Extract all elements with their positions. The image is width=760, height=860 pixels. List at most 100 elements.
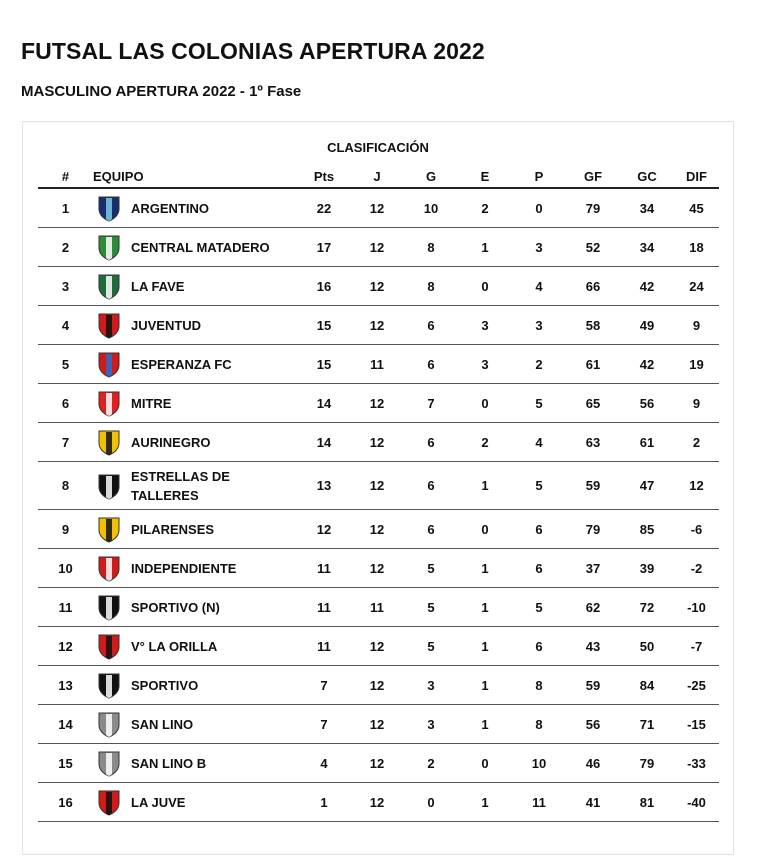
table-row: 2 CENTRAL MATADERO 17 12 8 1 3 52 34 18: [38, 227, 719, 267]
row-pts: 17: [298, 227, 350, 267]
row-j: 12: [350, 626, 404, 666]
row-dif: 24: [674, 266, 719, 306]
header-pos: #: [38, 165, 93, 189]
row-p: 3: [512, 227, 566, 267]
row-g: 3: [404, 665, 458, 705]
row-gf: 66: [566, 266, 620, 306]
row-e: 0: [458, 383, 512, 423]
row-pts: 15: [298, 305, 350, 345]
row-j: 12: [350, 509, 404, 549]
row-p: 8: [512, 665, 566, 705]
row-team-cell: SPORTIVO: [93, 665, 298, 705]
row-team-cell: ESTRELLAS DE TALLERES: [93, 461, 298, 510]
row-e: 1: [458, 461, 512, 510]
row-pts: 14: [298, 383, 350, 423]
team-name: AURINEGRO: [131, 434, 211, 450]
la-juve-crest-icon: [95, 788, 123, 816]
row-pts: 11: [298, 548, 350, 588]
row-g: 6: [404, 509, 458, 549]
team-name: PILARENSES: [131, 521, 215, 537]
row-gc: 39: [620, 548, 674, 588]
row-team-cell: SAN LINO B: [93, 743, 298, 783]
row-e: 1: [458, 587, 512, 627]
header-gf: GF: [566, 165, 620, 189]
row-gf: 58: [566, 305, 620, 345]
row-p: 4: [512, 422, 566, 462]
row-e: 3: [458, 344, 512, 384]
row-gf: 65: [566, 383, 620, 423]
row-gc: 56: [620, 383, 674, 423]
row-pts: 11: [298, 587, 350, 627]
table-row: 16 LA JUVE 1 12 0 1 11 41 81 -40: [38, 782, 719, 822]
row-g: 0: [404, 782, 458, 822]
table-row: 14 SAN LINO 7 12 3 1 8 56 71 -15: [38, 704, 719, 744]
row-e: 1: [458, 665, 512, 705]
central-matadero-crest-icon: [95, 233, 123, 261]
row-g: 6: [404, 344, 458, 384]
row-pts: 12: [298, 509, 350, 549]
row-team-cell: ARGENTINO: [93, 188, 298, 228]
team-name: SAN LINO B: [131, 755, 207, 771]
row-dif: 2: [674, 422, 719, 462]
standings-table: # EQUIPO Pts J G E P GF GC DIF 1 ARGENTIN…: [38, 165, 719, 822]
row-gc: 34: [620, 188, 674, 228]
row-gf: 79: [566, 188, 620, 228]
table-row: 13 SPORTIVO 7 12 3 1 8 59 84 -25: [38, 665, 719, 705]
row-j: 12: [350, 665, 404, 705]
san-lino-b-crest-icon: [95, 749, 123, 777]
row-g: 6: [404, 422, 458, 462]
header-pts: Pts: [298, 165, 350, 189]
table-row: 7 AURINEGRO 14 12 6 2 4 63 61 2: [38, 422, 719, 462]
row-dif: -15: [674, 704, 719, 744]
juventud-crest-icon: [95, 311, 123, 339]
team-name: SAN LINO: [131, 716, 194, 732]
row-p: 5: [512, 383, 566, 423]
row-e: 0: [458, 509, 512, 549]
row-gc: 81: [620, 782, 674, 822]
table-row: 11 SPORTIVO (N) 11 11 5 1 5 62 72 -10: [38, 587, 719, 627]
row-gf: 56: [566, 704, 620, 744]
row-e: 0: [458, 266, 512, 306]
row-e: 2: [458, 422, 512, 462]
row-gf: 37: [566, 548, 620, 588]
standings-card: CLASIFICACIÓN # EQUIPO Pts J G E P GF GC…: [22, 121, 734, 855]
pilarenses-crest-icon: [95, 515, 123, 543]
team-name: SPORTIVO: [131, 677, 199, 693]
row-j: 12: [350, 422, 404, 462]
san-lino-crest-icon: [95, 710, 123, 738]
row-dif: -25: [674, 665, 719, 705]
row-g: 6: [404, 461, 458, 510]
row-gc: 47: [620, 461, 674, 510]
row-position: 3: [38, 266, 93, 306]
esperanza-fc-crest-icon: [95, 350, 123, 378]
row-e: 1: [458, 227, 512, 267]
row-gc: 49: [620, 305, 674, 345]
row-team-cell: LA FAVE: [93, 266, 298, 306]
row-p: 11: [512, 782, 566, 822]
row-j: 12: [350, 266, 404, 306]
row-p: 2: [512, 344, 566, 384]
row-position: 15: [38, 743, 93, 783]
row-j: 11: [350, 344, 404, 384]
row-dif: -6: [674, 509, 719, 549]
row-j: 12: [350, 188, 404, 228]
aurinegro-crest-icon: [95, 428, 123, 456]
row-g: 5: [404, 626, 458, 666]
row-gf: 46: [566, 743, 620, 783]
table-row: 3 LA FAVE 16 12 8 0 4 66 42 24: [38, 266, 719, 306]
row-position: 13: [38, 665, 93, 705]
row-gc: 34: [620, 227, 674, 267]
row-dif: 12: [674, 461, 719, 510]
row-position: 2: [38, 227, 93, 267]
row-e: 0: [458, 743, 512, 783]
row-team-cell: AURINEGRO: [93, 422, 298, 462]
row-position: 14: [38, 704, 93, 744]
row-g: 8: [404, 266, 458, 306]
page-subtitle: MASCULINO APERTURA 2022 - 1º Fase: [21, 83, 302, 100]
row-dif: -10: [674, 587, 719, 627]
row-j: 12: [350, 305, 404, 345]
row-g: 6: [404, 305, 458, 345]
row-e: 1: [458, 626, 512, 666]
row-position: 7: [38, 422, 93, 462]
table-row: 6 MITRE 14 12 7 0 5 65 56 9: [38, 383, 719, 423]
